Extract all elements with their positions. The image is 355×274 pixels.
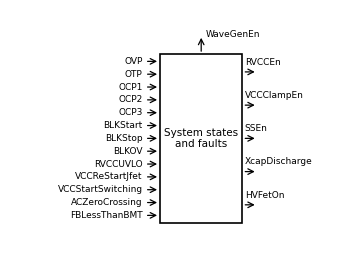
Bar	[160, 54, 242, 223]
Text: OVP: OVP	[124, 57, 143, 66]
Text: BLKStop: BLKStop	[105, 134, 143, 143]
Text: System states
and faults: System states and faults	[164, 128, 238, 149]
Text: VCCStartSwitching: VCCStartSwitching	[58, 185, 143, 194]
Text: BLKOV: BLKOV	[113, 147, 143, 156]
Text: HVFetOn: HVFetOn	[245, 190, 284, 199]
Text: FBLessThanBMT: FBLessThanBMT	[70, 211, 143, 220]
Text: OCP1: OCP1	[118, 82, 143, 92]
Text: RVCCUVLO: RVCCUVLO	[94, 159, 143, 169]
Text: ACZeroCrossing: ACZeroCrossing	[71, 198, 143, 207]
Text: BLKStart: BLKStart	[103, 121, 143, 130]
Text: WaveGenEn: WaveGenEn	[205, 30, 260, 39]
Text: OCP2: OCP2	[118, 95, 143, 104]
Text: VCCReStartJfet: VCCReStartJfet	[75, 172, 143, 181]
Text: OCP3: OCP3	[118, 108, 143, 117]
Text: RVCCEn: RVCCEn	[245, 58, 280, 67]
Text: OTP: OTP	[125, 70, 143, 79]
Text: XcapDischarge: XcapDischarge	[245, 157, 312, 166]
Text: SSEn: SSEn	[245, 124, 268, 133]
Text: VCCClampEn: VCCClampEn	[245, 91, 304, 100]
